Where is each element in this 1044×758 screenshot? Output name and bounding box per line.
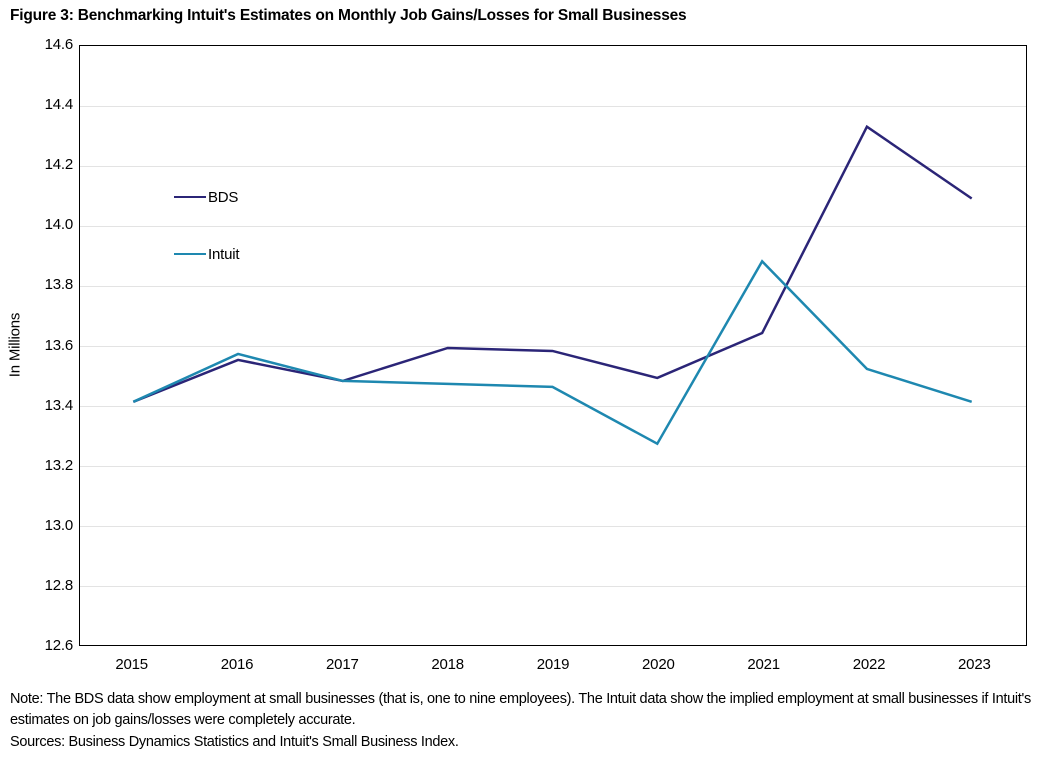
x-tick-label: 2022 xyxy=(852,656,886,673)
y-tick-label: 14.2 xyxy=(44,156,74,174)
gridline xyxy=(80,586,1026,588)
gridline xyxy=(80,406,1026,408)
y-tick-label: 13.2 xyxy=(44,456,74,474)
y-tick-label: 14.6 xyxy=(44,36,74,53)
y-tick-label: 13.4 xyxy=(44,396,74,414)
x-tick-label: 2020 xyxy=(642,656,675,673)
legend-label: Intuit xyxy=(208,245,240,263)
x-tick-label: 2019 xyxy=(536,656,570,673)
y-tick-label: 14.4 xyxy=(44,96,74,114)
y-tick-label: 13.0 xyxy=(44,516,74,534)
footnotes: Note: The BDS data show employment at sm… xyxy=(10,689,1036,753)
y-axis-title: In Millions xyxy=(6,312,24,378)
legend-item-intuit: Intuit xyxy=(174,245,240,263)
gridline xyxy=(80,346,1026,347)
y-tick-label: 13.8 xyxy=(44,276,74,294)
x-tick-label: 2017 xyxy=(326,656,359,673)
y-tick-label: 13.6 xyxy=(44,336,74,354)
y-tick-label: 12.6 xyxy=(44,637,74,654)
note-text: Note: The BDS data show employment at sm… xyxy=(10,691,1031,729)
x-tick-label: 2015 xyxy=(115,656,148,673)
plot-area: BDS Intuit xyxy=(79,45,1027,646)
series-line-bds xyxy=(132,124,973,403)
x-tick-label: 2021 xyxy=(747,656,780,673)
legend-item-bds: BDS xyxy=(174,188,238,206)
gridline xyxy=(80,105,1026,107)
x-tick-label: 2016 xyxy=(220,656,254,673)
gridline xyxy=(80,285,1026,287)
x-tick-label: 2023 xyxy=(958,656,991,673)
figure-title: Figure 3: Benchmarking Intuit's Estimate… xyxy=(10,7,687,24)
gridline xyxy=(80,165,1026,167)
series-line-intuit xyxy=(132,259,973,446)
x-tick-label: 2018 xyxy=(431,656,464,673)
legend-line-swatch xyxy=(174,252,206,256)
gridline xyxy=(80,466,1026,468)
y-tick-label: 12.8 xyxy=(44,576,74,594)
legend-line-swatch xyxy=(174,195,206,199)
gridline xyxy=(80,225,1026,227)
gridline xyxy=(80,526,1026,528)
y-tick-label: 14.0 xyxy=(44,216,74,234)
legend-label: BDS xyxy=(208,188,239,206)
line-chart xyxy=(132,124,973,446)
sources-text: Sources: Business Dynamics Statistics an… xyxy=(10,733,459,750)
